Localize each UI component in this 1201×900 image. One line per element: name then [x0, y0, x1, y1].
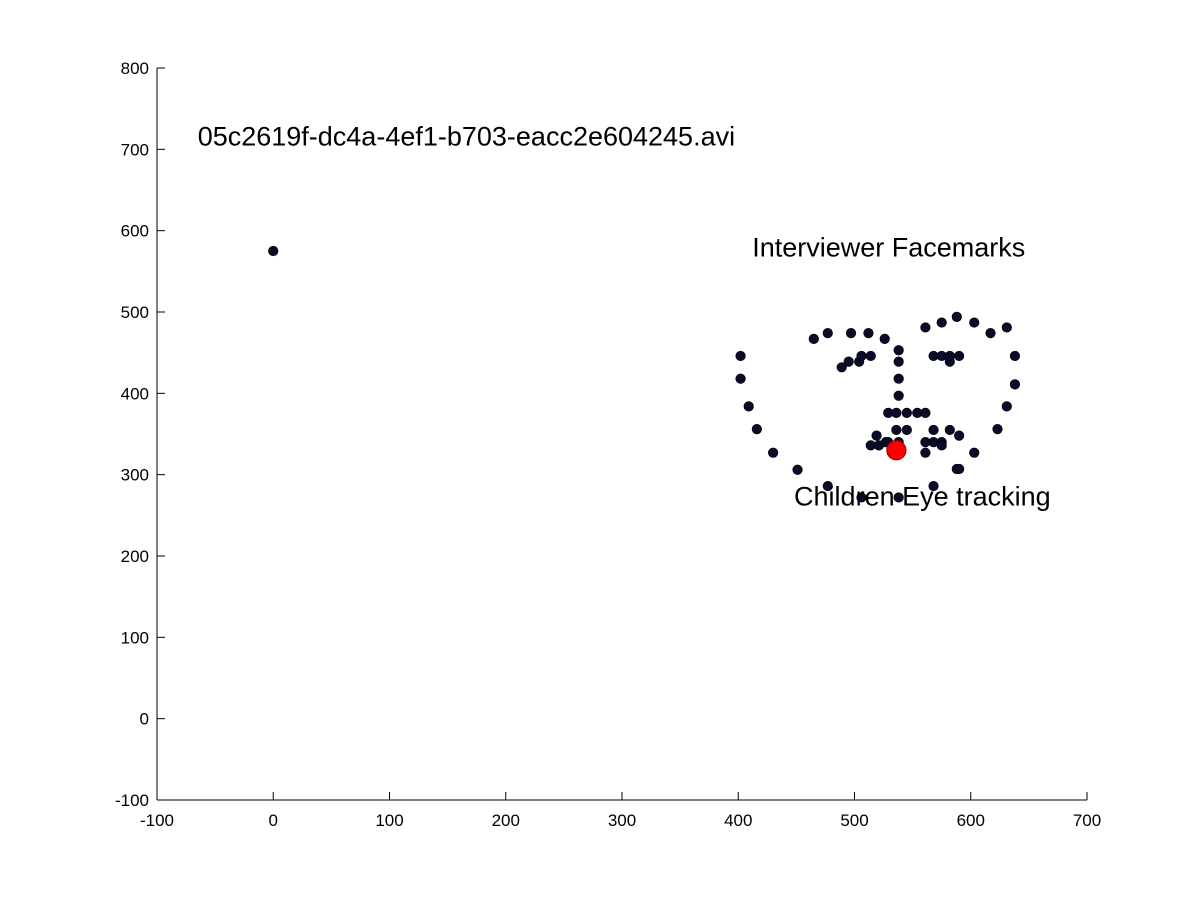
facemark-point — [891, 424, 902, 436]
facemark-point — [808, 333, 819, 344]
x-tick-label: 0 — [269, 811, 278, 830]
facemark-point — [822, 328, 833, 339]
axes: -100 0 100 200 300 400 500 600 700 -100 0 100 200 300… — [115, 59, 1101, 830]
eye-tracking-point — [886, 440, 907, 461]
annotations: 05c2619f-dc4a-4ef1-b703-eacc2e604245.avi… — [198, 121, 1051, 511]
facemark-point — [954, 430, 965, 441]
facemark-point — [893, 492, 904, 503]
facemark-point — [1001, 401, 1012, 412]
facemark-point — [1009, 379, 1021, 390]
facemark-point — [863, 328, 874, 339]
x-tick-label: 600 — [957, 811, 985, 830]
facemark-point — [920, 407, 931, 418]
facemark-point — [920, 322, 931, 333]
x-tick-label: 500 — [840, 811, 868, 830]
video-filename-label: 05c2619f-dc4a-4ef1-b703-eacc2e604245.avi — [198, 121, 735, 151]
facemark-point — [893, 356, 904, 367]
facemark-point — [1001, 322, 1012, 333]
facemark-point — [893, 390, 904, 401]
y-tick-label: 500 — [121, 303, 149, 322]
facemark-point — [985, 328, 996, 339]
facemark-point — [792, 464, 803, 475]
facemark-point — [920, 447, 931, 458]
facemark-point — [928, 480, 939, 492]
y-tick-label: 100 — [121, 628, 149, 647]
facemark-point — [751, 424, 762, 435]
facemark-point — [954, 463, 965, 475]
facemark-point — [954, 350, 965, 362]
facemark-point — [268, 245, 279, 257]
interviewer-facemarks-label: Interviewer Facemarks — [752, 233, 1025, 263]
facemark-point — [951, 311, 962, 322]
x-tick-label: -100 — [140, 811, 174, 830]
facemark-point — [836, 362, 847, 373]
x-tick-label: 100 — [375, 811, 403, 830]
facemark-point — [891, 407, 902, 418]
facemark-point — [735, 350, 746, 362]
facemark-point — [845, 328, 857, 339]
facemark-point — [865, 350, 876, 362]
data-points — [268, 245, 1021, 503]
facemark-point — [969, 317, 980, 328]
facemark-point — [1009, 350, 1021, 362]
facemark-point — [928, 424, 939, 436]
facemark-point — [893, 373, 904, 384]
facemark-point — [969, 447, 980, 458]
facemark-point — [893, 345, 904, 356]
facemark-point — [768, 447, 779, 458]
facemark-point — [822, 480, 833, 492]
children-eye-tracking-label: Children Eye tracking — [794, 482, 1051, 512]
x-tick-label: 700 — [1073, 811, 1101, 830]
facemark-point — [743, 401, 754, 412]
x-tick-label: 300 — [608, 811, 636, 830]
y-tick-label: 600 — [121, 222, 149, 241]
y-tick-label: -100 — [115, 791, 149, 810]
y-tick-label: 200 — [121, 547, 149, 566]
x-tick-label: 400 — [724, 811, 752, 830]
facemark-point — [901, 424, 912, 436]
facemark-point — [936, 440, 947, 451]
facemark-point — [901, 407, 912, 418]
facemark-point — [992, 424, 1003, 435]
facemark-point — [856, 350, 867, 362]
facemark-point — [944, 350, 955, 362]
facemark-point — [735, 373, 746, 384]
facemark-point — [944, 424, 955, 436]
facemark-point — [936, 317, 947, 328]
y-tick-label: 300 — [121, 466, 149, 485]
y-tick-label: 400 — [121, 384, 149, 403]
facemark-point — [871, 430, 882, 441]
facemark-point — [843, 356, 854, 367]
x-tick-label: 200 — [492, 811, 520, 830]
facemark-point — [879, 333, 890, 344]
y-tick-label: 700 — [121, 140, 149, 159]
y-tick-label: 800 — [121, 59, 149, 78]
facemark-point — [856, 492, 867, 503]
y-tick-label: 0 — [140, 710, 149, 729]
